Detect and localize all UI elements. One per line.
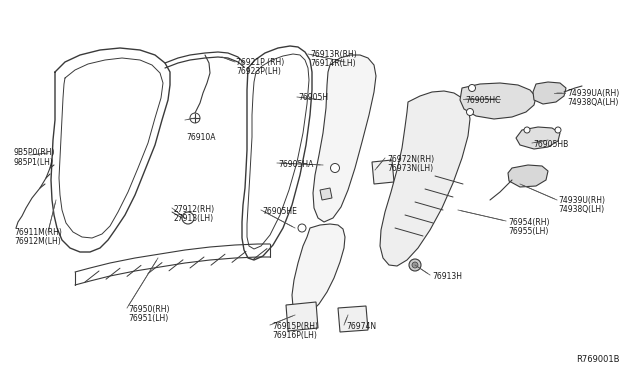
Text: 74939U(RH): 74939U(RH) — [558, 196, 605, 205]
Polygon shape — [460, 83, 536, 119]
Polygon shape — [380, 91, 470, 266]
Text: 76923P(LH): 76923P(LH) — [236, 67, 281, 76]
Circle shape — [412, 262, 418, 268]
Circle shape — [467, 109, 474, 115]
Text: 76950(RH): 76950(RH) — [128, 305, 170, 314]
Circle shape — [409, 259, 421, 271]
Text: 76905H: 76905H — [298, 93, 328, 102]
Text: 76972N(RH): 76972N(RH) — [387, 155, 434, 164]
Circle shape — [555, 127, 561, 133]
Text: 76915P(RH): 76915P(RH) — [272, 322, 318, 331]
Polygon shape — [533, 82, 566, 104]
Text: 76954(RH): 76954(RH) — [508, 218, 550, 227]
Polygon shape — [320, 188, 332, 200]
Polygon shape — [313, 55, 376, 222]
Circle shape — [330, 164, 339, 173]
Text: 27912(RH): 27912(RH) — [174, 205, 215, 214]
Polygon shape — [286, 302, 318, 331]
Text: 76916P(LH): 76916P(LH) — [272, 331, 317, 340]
Text: 76955(LH): 76955(LH) — [508, 227, 548, 236]
Text: 76921P (RH): 76921P (RH) — [236, 58, 284, 67]
Text: 76974N: 76974N — [346, 322, 376, 331]
Polygon shape — [292, 224, 345, 316]
Polygon shape — [372, 160, 394, 184]
Polygon shape — [508, 165, 548, 187]
Text: 27913(LH): 27913(LH) — [174, 214, 214, 223]
Text: 76973N(LH): 76973N(LH) — [387, 164, 433, 173]
Circle shape — [298, 224, 306, 232]
Text: 76912M(LH): 76912M(LH) — [14, 237, 61, 246]
Text: 76905HB: 76905HB — [533, 140, 568, 149]
Text: 74938Q(LH): 74938Q(LH) — [558, 205, 604, 214]
Text: 76910A: 76910A — [186, 133, 216, 142]
Text: 76905HC: 76905HC — [465, 96, 500, 105]
Text: 76911M(RH): 76911M(RH) — [14, 228, 62, 237]
Text: R769001B: R769001B — [576, 355, 620, 364]
Text: 74938QA(LH): 74938QA(LH) — [567, 98, 618, 107]
Circle shape — [468, 84, 476, 92]
Text: 74939UA(RH): 74939UA(RH) — [567, 89, 620, 98]
Text: 76913H: 76913H — [432, 272, 462, 281]
Text: 76905HE: 76905HE — [262, 207, 297, 216]
Text: 9B5P0(RH): 9B5P0(RH) — [14, 148, 56, 157]
Text: 76914R(LH): 76914R(LH) — [310, 59, 356, 68]
Polygon shape — [516, 127, 560, 149]
Text: 76951(LH): 76951(LH) — [128, 314, 168, 323]
Text: 76913R(RH): 76913R(RH) — [310, 50, 356, 59]
Circle shape — [524, 127, 530, 133]
Text: 985P1(LH): 985P1(LH) — [14, 158, 54, 167]
Polygon shape — [338, 306, 368, 332]
Text: 76905HA: 76905HA — [278, 160, 314, 169]
